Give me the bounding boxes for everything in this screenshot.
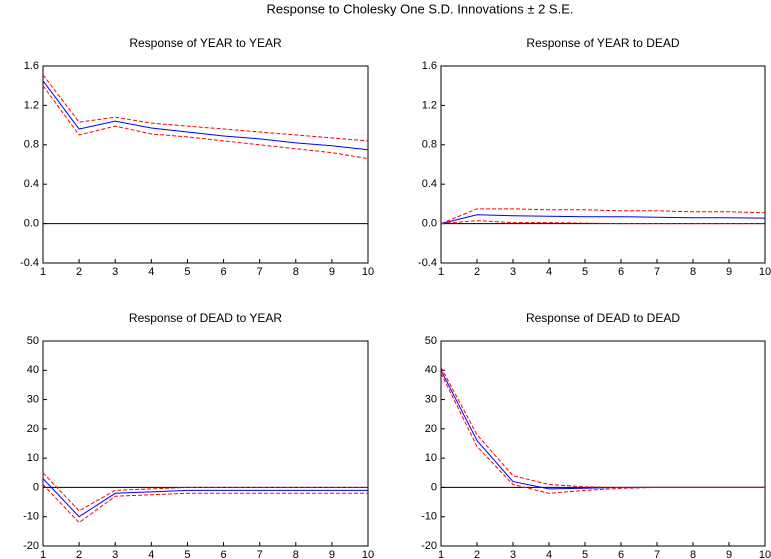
x-tick-label: 1 xyxy=(40,266,46,278)
y-tick-label: 20 xyxy=(425,423,437,435)
subplot-title: Response of YEAR to YEAR xyxy=(129,36,282,50)
band-line xyxy=(440,208,766,225)
y-tick-label: 20 xyxy=(27,423,39,435)
plot-frame xyxy=(42,340,369,547)
x-tick-label: 8 xyxy=(690,266,696,278)
y-tick-label: 1.2 xyxy=(24,99,39,111)
x-tick-label: 5 xyxy=(184,549,190,559)
x-tick-label: 3 xyxy=(112,266,118,278)
x-tick-label: 9 xyxy=(329,549,335,559)
x-tick-label: 9 xyxy=(726,266,732,278)
x-tick-label: 10 xyxy=(759,266,771,278)
y-tick-label: 0.0 xyxy=(24,218,39,230)
x-tick-label: 1 xyxy=(438,266,444,278)
y-tick-label: -20 xyxy=(421,540,437,552)
x-tick-label: 4 xyxy=(148,549,154,559)
y-tick-label: 0.0 xyxy=(422,218,437,230)
x-tick-label: 1 xyxy=(438,549,444,559)
x-tick-label: 2 xyxy=(474,266,480,278)
x-tick-label: 7 xyxy=(257,549,263,559)
x-tick-label: 5 xyxy=(582,266,588,278)
y-tick-label: -10 xyxy=(23,511,39,523)
band-line xyxy=(42,472,368,512)
plot-frame xyxy=(440,65,766,264)
y-tick-label: 1.2 xyxy=(422,99,437,111)
x-tick-label: 4 xyxy=(546,549,552,559)
plot-frame xyxy=(42,65,369,264)
x-tick-label: 4 xyxy=(148,266,154,278)
x-tick-label: 6 xyxy=(618,549,624,559)
x-tick-label: 1 xyxy=(40,549,46,559)
x-tick-label: 8 xyxy=(293,549,299,559)
y-tick-label: 10 xyxy=(425,452,437,464)
plot-frame xyxy=(440,340,766,547)
x-tick-label: 2 xyxy=(474,549,480,559)
subplot: Response of DEAD to YEAR -20 -10 0 10 20 30 40 5… xyxy=(23,311,374,559)
subplot: Response of DEAD to DEAD -20 -10 0 10 20 30 40 5… xyxy=(421,311,771,559)
response-line xyxy=(440,370,765,490)
subplot-title: Response of DEAD to DEAD xyxy=(526,311,680,325)
response-line xyxy=(42,478,368,518)
y-tick-label: 0 xyxy=(431,481,437,493)
y-tick-label: 30 xyxy=(425,393,437,405)
x-tick-label: 7 xyxy=(654,549,660,559)
y-tick-label: -10 xyxy=(421,511,437,523)
y-tick-label: 0.8 xyxy=(24,139,39,151)
y-tick-label: 0 xyxy=(33,481,39,493)
y-tick-label: -0.4 xyxy=(20,257,39,269)
x-tick-label: 8 xyxy=(690,549,696,559)
band-line xyxy=(440,220,765,225)
y-tick-label: 1.6 xyxy=(422,60,437,72)
response-line xyxy=(42,80,369,151)
x-tick-label: 5 xyxy=(184,266,190,278)
band-line xyxy=(440,372,765,494)
x-tick-label: 3 xyxy=(510,266,516,278)
figure-title: Response to Cholesky One S.D. Innovation… xyxy=(266,1,573,16)
subplot: Response of YEAR to YEAR -0.4 0.0 0.4 0.8 1.2… xyxy=(20,36,374,278)
x-tick-label: 3 xyxy=(510,549,516,559)
subplot-title: Response of YEAR to DEAD xyxy=(526,36,680,50)
x-tick-label: 9 xyxy=(329,266,335,278)
subplot: Response of YEAR to DEAD -0.4 0.0 0.4 0.8 1.2… xyxy=(418,36,771,278)
subplot-title: Response of DEAD to YEAR xyxy=(129,311,283,325)
y-tick-label: 1.6 xyxy=(24,60,39,72)
y-tick-label: 0.8 xyxy=(422,139,437,151)
x-tick-label: 6 xyxy=(618,266,624,278)
x-tick-label: 8 xyxy=(293,266,299,278)
x-tick-label: 2 xyxy=(76,266,82,278)
band-line xyxy=(440,367,765,488)
y-tick-label: -0.4 xyxy=(418,257,437,269)
x-tick-label: 3 xyxy=(112,549,118,559)
x-tick-label: 2 xyxy=(76,549,82,559)
x-tick-label: 4 xyxy=(546,266,552,278)
y-tick-label: -20 xyxy=(23,540,39,552)
y-tick-label: 40 xyxy=(27,364,39,376)
y-tick-label: 0.4 xyxy=(422,178,437,190)
x-tick-label: 7 xyxy=(257,266,263,278)
band-line xyxy=(42,85,369,160)
x-tick-label: 9 xyxy=(726,549,732,559)
x-tick-label: 10 xyxy=(362,549,374,559)
y-tick-label: 10 xyxy=(27,452,39,464)
band-line xyxy=(42,484,368,524)
y-tick-label: 50 xyxy=(27,335,39,347)
y-tick-label: 50 xyxy=(425,335,437,347)
y-tick-label: 0.4 xyxy=(24,178,39,190)
x-tick-label: 5 xyxy=(582,549,588,559)
x-tick-label: 6 xyxy=(220,549,226,559)
x-tick-label: 10 xyxy=(362,266,374,278)
y-tick-label: 30 xyxy=(27,393,39,405)
x-tick-label: 7 xyxy=(654,266,660,278)
y-tick-label: 40 xyxy=(425,364,437,376)
x-tick-label: 6 xyxy=(220,266,226,278)
band-line xyxy=(42,74,369,142)
x-tick-label: 10 xyxy=(759,549,771,559)
response-line xyxy=(440,214,766,225)
